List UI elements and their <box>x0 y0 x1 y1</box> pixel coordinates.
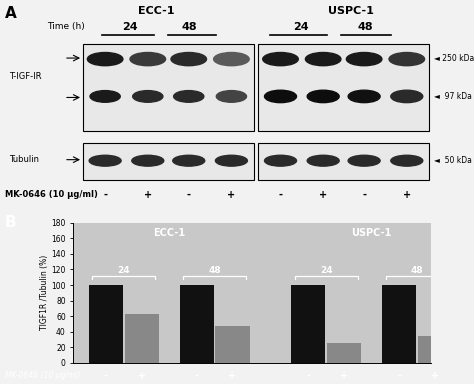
Ellipse shape <box>173 91 204 102</box>
Text: +: + <box>403 190 411 200</box>
Text: MK-0646 (10 μg/ml): MK-0646 (10 μg/ml) <box>5 190 98 199</box>
Ellipse shape <box>307 155 339 166</box>
Text: +: + <box>431 371 439 381</box>
FancyBboxPatch shape <box>83 43 254 131</box>
Ellipse shape <box>305 53 341 66</box>
Ellipse shape <box>87 53 123 66</box>
Text: -: - <box>362 190 366 200</box>
Text: -: - <box>279 190 283 200</box>
Text: -: - <box>187 190 191 200</box>
Text: ◄  50 kDa: ◄ 50 kDa <box>434 156 472 165</box>
Ellipse shape <box>389 53 425 66</box>
Text: 48: 48 <box>208 266 221 275</box>
Text: -: - <box>397 371 401 381</box>
Text: 24: 24 <box>293 22 309 32</box>
Ellipse shape <box>346 53 382 66</box>
Text: 24: 24 <box>123 22 138 32</box>
Text: B: B <box>5 215 17 230</box>
Ellipse shape <box>348 90 380 103</box>
Text: 48: 48 <box>182 22 197 32</box>
Ellipse shape <box>264 90 297 103</box>
Bar <box>125 314 159 363</box>
Bar <box>418 336 452 363</box>
Ellipse shape <box>215 155 247 166</box>
Bar <box>216 326 250 363</box>
Bar <box>89 285 123 363</box>
Ellipse shape <box>132 155 164 166</box>
Text: +: + <box>228 371 237 381</box>
Ellipse shape <box>391 90 423 103</box>
Ellipse shape <box>133 91 163 102</box>
Ellipse shape <box>391 155 423 166</box>
Text: T-IGF-IR: T-IGF-IR <box>9 72 42 81</box>
Text: ◄ 250 kDa: ◄ 250 kDa <box>434 53 474 63</box>
Text: Tubulin: Tubulin <box>9 155 39 164</box>
Ellipse shape <box>90 91 120 102</box>
Bar <box>382 285 416 363</box>
Text: ECC-1: ECC-1 <box>153 228 185 238</box>
Ellipse shape <box>89 155 121 166</box>
Ellipse shape <box>216 91 246 102</box>
Bar <box>327 343 361 363</box>
Bar <box>291 285 325 363</box>
Text: +: + <box>340 371 348 381</box>
Text: ECC-1: ECC-1 <box>138 6 175 16</box>
Text: 48: 48 <box>411 266 423 275</box>
Text: -: - <box>306 371 310 381</box>
Text: 24: 24 <box>118 266 130 275</box>
Ellipse shape <box>173 155 205 166</box>
FancyBboxPatch shape <box>83 143 254 180</box>
Text: Time (h): Time (h) <box>47 22 85 31</box>
Ellipse shape <box>264 155 297 166</box>
Text: MK-0646 (10 μg/ml): MK-0646 (10 μg/ml) <box>5 371 80 380</box>
Text: USPC-1: USPC-1 <box>352 228 392 238</box>
Ellipse shape <box>348 155 380 166</box>
Text: 24: 24 <box>320 266 333 275</box>
Ellipse shape <box>130 53 165 66</box>
FancyBboxPatch shape <box>258 43 429 131</box>
Text: +: + <box>137 371 146 381</box>
Ellipse shape <box>214 53 249 66</box>
Text: +: + <box>319 190 327 200</box>
Bar <box>180 285 214 363</box>
Text: -: - <box>194 371 199 381</box>
Ellipse shape <box>307 90 339 103</box>
Text: +: + <box>228 190 236 200</box>
Y-axis label: TIGF1R /Tubulin (%): TIGF1R /Tubulin (%) <box>39 255 48 330</box>
Text: 48: 48 <box>357 22 373 32</box>
Text: -: - <box>104 371 108 381</box>
Text: ◄  97 kDa: ◄ 97 kDa <box>434 92 472 101</box>
FancyBboxPatch shape <box>258 143 429 180</box>
Text: +: + <box>144 190 152 200</box>
Ellipse shape <box>263 53 298 66</box>
Ellipse shape <box>171 53 207 66</box>
Text: USPC-1: USPC-1 <box>328 6 374 16</box>
Text: -: - <box>103 190 107 200</box>
Text: A: A <box>5 6 17 21</box>
